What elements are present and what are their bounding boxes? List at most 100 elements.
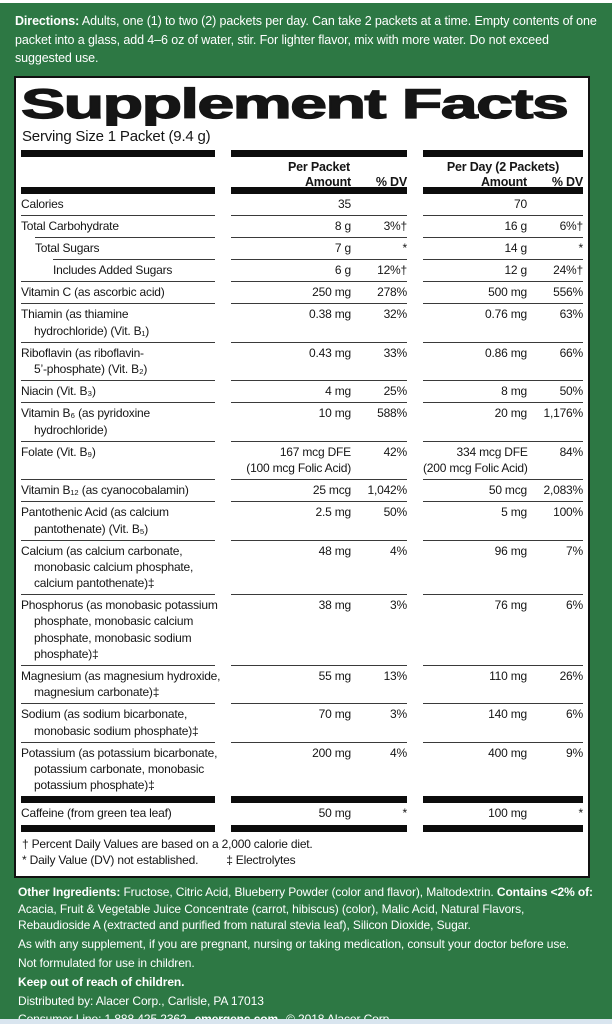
top-edge-strip xyxy=(0,0,612,3)
bottom-edge-strip xyxy=(0,1019,612,1024)
packet-amount-value: 0.38 mg xyxy=(309,307,351,322)
per-day-cells: 20 mg 1,176% xyxy=(423,402,583,440)
directions-text: Adults, one (1) to two (2) packets per d… xyxy=(15,14,597,65)
per-packet-cells: 6 g 12%† xyxy=(231,259,407,281)
per-packet-cells: 0.43 mg 33% xyxy=(231,341,407,380)
day-dv-value: 66% xyxy=(559,345,584,360)
table-row: Pantothenic Acid (as calcium pantothenat… xyxy=(21,501,583,539)
day-amount-value: 0.86 mg xyxy=(485,345,527,360)
table-row: Total Sugars 7 g * 14 g * xyxy=(21,236,584,259)
caution-text: As with any supplement, if you are pregn… xyxy=(18,937,570,952)
day-dv-value: 7% xyxy=(566,543,583,558)
day-dv-value: 50% xyxy=(559,384,584,399)
day-amount-value: 500 mg xyxy=(488,285,527,300)
day-dv-value: * xyxy=(578,240,584,255)
per-packet-cells: 50 mg * xyxy=(231,803,408,824)
per-packet-cells: 4 mg 25% xyxy=(231,380,407,402)
per-day-cells: 110 mg 26% xyxy=(423,665,583,703)
day-amount-value: 334 mcg DFE (200 mcg Folic Acid) xyxy=(423,444,528,475)
table-row: Vitamin B₁₂ (as cyanocobalamin) 25 mcg 1… xyxy=(21,479,583,501)
day-dv-value: 6% xyxy=(566,598,583,613)
packet-dv-value: 4% xyxy=(390,745,407,760)
copyright-text: © 2018 Alacer Corp. xyxy=(286,1012,392,1024)
per-day-cells: 8 mg 50% xyxy=(423,380,583,402)
day-dv-value: 100% xyxy=(553,505,583,520)
day-dv-value: 63% xyxy=(559,307,584,322)
packet-dv-value: 32% xyxy=(383,307,408,322)
nutrient-rows: Calories 35 70 Total Carbohydrate 8 g 3%… xyxy=(21,194,583,797)
per-packet-cells: 2.5 mg 50% xyxy=(231,501,407,539)
row-label: Vitamin B₁₂ (as cyanocobalamin) xyxy=(21,479,215,501)
day-amount-value: 110 mg xyxy=(489,669,527,683)
per-day-cells: 100 mg * xyxy=(423,803,583,824)
packet-amount-value: 38 mg xyxy=(318,598,352,613)
table-row: Potassium (as potassium bicarbonate, pot… xyxy=(21,741,583,797)
row-label: Pantothenic Acid (as calcium pantothenat… xyxy=(21,501,215,539)
other-ingredients-lead: Other Ingredients: xyxy=(18,884,121,899)
packet-dv-value: 3% xyxy=(390,598,407,613)
per-packet-cells: 38 mg 3% xyxy=(231,594,407,665)
day-dv-value: 6%† xyxy=(559,218,584,233)
row-label: Riboflavin (as riboflavin- 5’-phosphate)… xyxy=(21,341,215,380)
per-day-cells: 16 g 6%† xyxy=(423,214,584,237)
contains-list: Acacia, Fruit & Vegetable Juice Concentr… xyxy=(18,901,525,933)
footnotes: † Percent Daily Values are based on a 2,… xyxy=(21,832,583,870)
per-packet-cells: 35 xyxy=(231,194,407,215)
per-packet-cells: 250 mg 278% xyxy=(231,281,407,303)
per-day-cells: 96 mg 7% xyxy=(423,539,583,595)
day-dv-header: % DV xyxy=(551,174,583,189)
per-packet-cells: 10 mg 588% xyxy=(231,402,407,440)
packet-amount-value: 70 mg xyxy=(318,707,352,722)
row-label: Phosphorus (as monobasic potassium phosp… xyxy=(21,594,218,665)
packet-dv-value: * xyxy=(402,240,408,255)
consumer-line: Consumer Line: 1.888.425.2362 emergenc.co… xyxy=(18,1011,598,1024)
packet-dv-value: 4% xyxy=(390,543,407,558)
packet-dv-value: 1,042% xyxy=(367,483,408,498)
day-amount-value: 5 mg xyxy=(501,505,527,520)
per-packet-cells: 25 mcg 1,042% xyxy=(231,479,407,501)
packet-amount-value: 35 xyxy=(338,196,351,211)
day-dv-value: 556% xyxy=(553,285,583,300)
per-packet-cells: 7 g * xyxy=(231,236,408,259)
day-amount-value: 8 mg xyxy=(501,384,527,399)
table-row: Phosphorus (as monobasic potassium phosp… xyxy=(21,594,583,665)
day-amount-value: 100 mg xyxy=(488,806,527,821)
packet-amount-value: 200 mg xyxy=(312,745,351,760)
per-day-cells: 70 xyxy=(423,194,583,215)
packet-amount-value: 2.5 mg xyxy=(315,505,352,520)
packet-amount-value: 4 mg xyxy=(325,384,351,399)
per-day-cells: 334 mcg DFE (200 mcg Folic Acid) 84% xyxy=(423,440,583,479)
per-day-cells: 0.76 mg 63% xyxy=(423,303,583,341)
packet-dv-header: % DV xyxy=(375,174,407,189)
row-label: Caffeine (from green tea leaf) xyxy=(21,806,172,821)
packet-dv-value: * xyxy=(402,806,408,821)
row-label: Total Carbohydrate xyxy=(21,214,215,237)
packet-amount-value: 7 g xyxy=(334,240,351,255)
row-label: Potassium (as potassium bicarbonate, pot… xyxy=(21,741,217,797)
table-row: Vitamin C (as ascorbic acid) 250 mg 278%… xyxy=(21,281,583,303)
not-formulated-text: Not formulated for use in children. xyxy=(18,956,195,971)
row-label: Calcium (as calcium carbonate, monobasic… xyxy=(21,539,215,595)
day-dv-value: 1,176% xyxy=(543,406,584,421)
per-packet-cells: 70 mg 3% xyxy=(231,703,407,741)
table-row: Thiamin (as thiamine hydrochloride) (Vit… xyxy=(21,303,583,341)
packet-dv-value: 25% xyxy=(383,384,408,399)
table-row: Magnesium (as magnesium hydroxide, magne… xyxy=(21,665,583,703)
other-ingredients-paragraph: Other Ingredients: Fructose, Citric Acid… xyxy=(18,884,598,934)
per-packet-cells: 167 mcg DFE (100 mcg Folic Acid) 42% xyxy=(231,440,407,479)
per-packet-cells: 200 mg 4% xyxy=(231,741,407,797)
day-amount-value: 96 mg xyxy=(494,543,528,558)
per-packet-cells: 48 mg 4% xyxy=(231,539,407,595)
day-dv-value: 6% xyxy=(566,707,583,722)
packet-dv-value: 588% xyxy=(377,406,407,421)
table-row: Includes Added Sugars 6 g 12%† 12 g 24%† xyxy=(21,259,583,281)
table-row: Riboflavin (as riboflavin- 5’-phosphate)… xyxy=(21,341,584,380)
packet-amount-value: 55 mg xyxy=(318,669,352,683)
packet-amount-value: 10 mg xyxy=(318,406,352,421)
row-label: Sodium (as sodium bicarbonate, monobasic… xyxy=(21,703,215,741)
panel-title: Supplement Facts xyxy=(21,83,570,126)
row-label: Vitamin B₆ (as pyridoxine hydrochloride) xyxy=(21,402,215,440)
row-label: Includes Added Sugars xyxy=(53,259,215,281)
packet-amount-value: 25 mcg xyxy=(312,483,351,498)
